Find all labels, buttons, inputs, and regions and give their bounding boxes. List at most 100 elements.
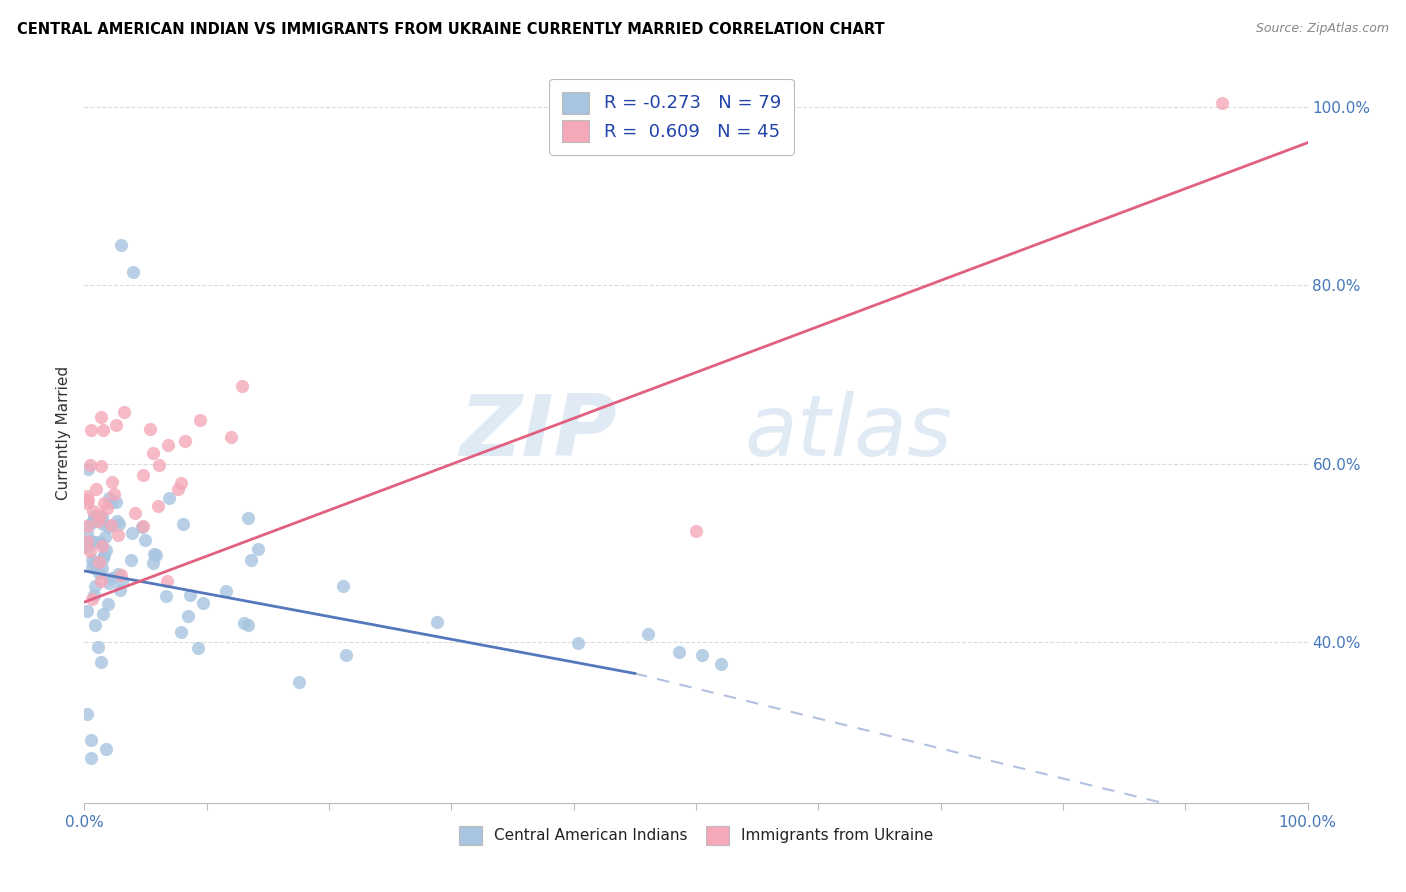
- Point: [90, 459, 112, 474]
- Point: [80, 592, 103, 607]
- Point: [100, 495, 122, 509]
- Point: [87, 514, 110, 528]
- Point: [84, 482, 107, 496]
- Point: [80, 553, 103, 567]
- Point: [105, 495, 128, 509]
- Point: [156, 574, 179, 588]
- Point: [148, 458, 170, 472]
- Point: [236, 617, 259, 632]
- Point: [139, 422, 162, 436]
- Point: [104, 417, 127, 432]
- Point: [80, 751, 103, 765]
- Point: [83, 535, 105, 549]
- Point: [142, 556, 165, 570]
- Point: [76, 706, 98, 721]
- Point: [76, 496, 98, 510]
- Point: [668, 645, 690, 659]
- Point: [110, 238, 132, 252]
- Point: [155, 589, 177, 603]
- Point: [188, 413, 211, 427]
- Point: [83, 588, 105, 602]
- Point: [176, 608, 198, 623]
- Point: [105, 514, 128, 528]
- Point: [89, 557, 111, 571]
- Point: [157, 438, 180, 452]
- Point: [80, 533, 103, 548]
- Point: [107, 567, 129, 582]
- Point: [110, 582, 132, 597]
- Point: [103, 487, 125, 501]
- Point: [124, 506, 146, 520]
- Point: [567, 636, 589, 650]
- Point: [122, 265, 145, 279]
- Y-axis label: Currently Married: Currently Married: [56, 366, 72, 500]
- Point: [101, 475, 124, 489]
- Point: [107, 528, 129, 542]
- Point: [120, 553, 142, 567]
- Point: [83, 512, 105, 526]
- Point: [685, 524, 707, 538]
- Point: [132, 518, 155, 533]
- Text: atlas: atlas: [745, 391, 953, 475]
- Point: [80, 423, 103, 437]
- Point: [82, 560, 104, 574]
- Point: [146, 499, 169, 513]
- Point: [98, 491, 121, 506]
- Point: [231, 379, 253, 393]
- Point: [83, 617, 105, 632]
- Point: [142, 446, 165, 460]
- Point: [82, 503, 104, 517]
- Point: [100, 518, 122, 533]
- Point: [247, 541, 270, 556]
- Point: [170, 475, 193, 490]
- Point: [219, 430, 242, 444]
- Point: [76, 519, 98, 533]
- Point: [93, 548, 115, 562]
- Point: [79, 543, 101, 558]
- Text: CENTRAL AMERICAN INDIAN VS IMMIGRANTS FROM UKRAINE CURRENTLY MARRIED CORRELATION: CENTRAL AMERICAN INDIAN VS IMMIGRANTS FR…: [17, 22, 884, 37]
- Point: [96, 742, 118, 756]
- Point: [179, 588, 201, 602]
- Point: [91, 561, 114, 575]
- Point: [96, 542, 118, 557]
- Point: [76, 604, 98, 618]
- Point: [76, 489, 98, 503]
- Point: [91, 551, 114, 566]
- Point: [131, 520, 153, 534]
- Point: [87, 566, 110, 580]
- Point: [132, 467, 155, 482]
- Point: [173, 434, 195, 449]
- Point: [157, 491, 180, 506]
- Legend: Central American Indians, Immigrants from Ukraine: Central American Indians, Immigrants fro…: [453, 820, 939, 851]
- Point: [236, 510, 259, 524]
- Point: [108, 516, 131, 531]
- Point: [1211, 95, 1233, 110]
- Point: [76, 526, 98, 541]
- Point: [96, 501, 118, 516]
- Point: [91, 607, 114, 621]
- Point: [91, 516, 114, 531]
- Point: [111, 574, 134, 589]
- Point: [690, 648, 713, 663]
- Point: [112, 405, 135, 419]
- Point: [90, 574, 112, 589]
- Point: [172, 517, 194, 532]
- Point: [83, 579, 105, 593]
- Point: [76, 537, 98, 551]
- Point: [91, 539, 114, 553]
- Point: [87, 555, 110, 569]
- Point: [142, 547, 165, 561]
- Point: [90, 410, 112, 425]
- Text: ZIP: ZIP: [458, 391, 616, 475]
- Point: [110, 567, 132, 582]
- Point: [84, 558, 107, 572]
- Point: [100, 571, 122, 585]
- Point: [637, 627, 659, 641]
- Point: [239, 553, 262, 567]
- Point: [84, 514, 107, 528]
- Point: [170, 625, 193, 640]
- Point: [89, 508, 111, 522]
- Point: [76, 533, 98, 548]
- Point: [91, 509, 114, 524]
- Point: [426, 615, 449, 629]
